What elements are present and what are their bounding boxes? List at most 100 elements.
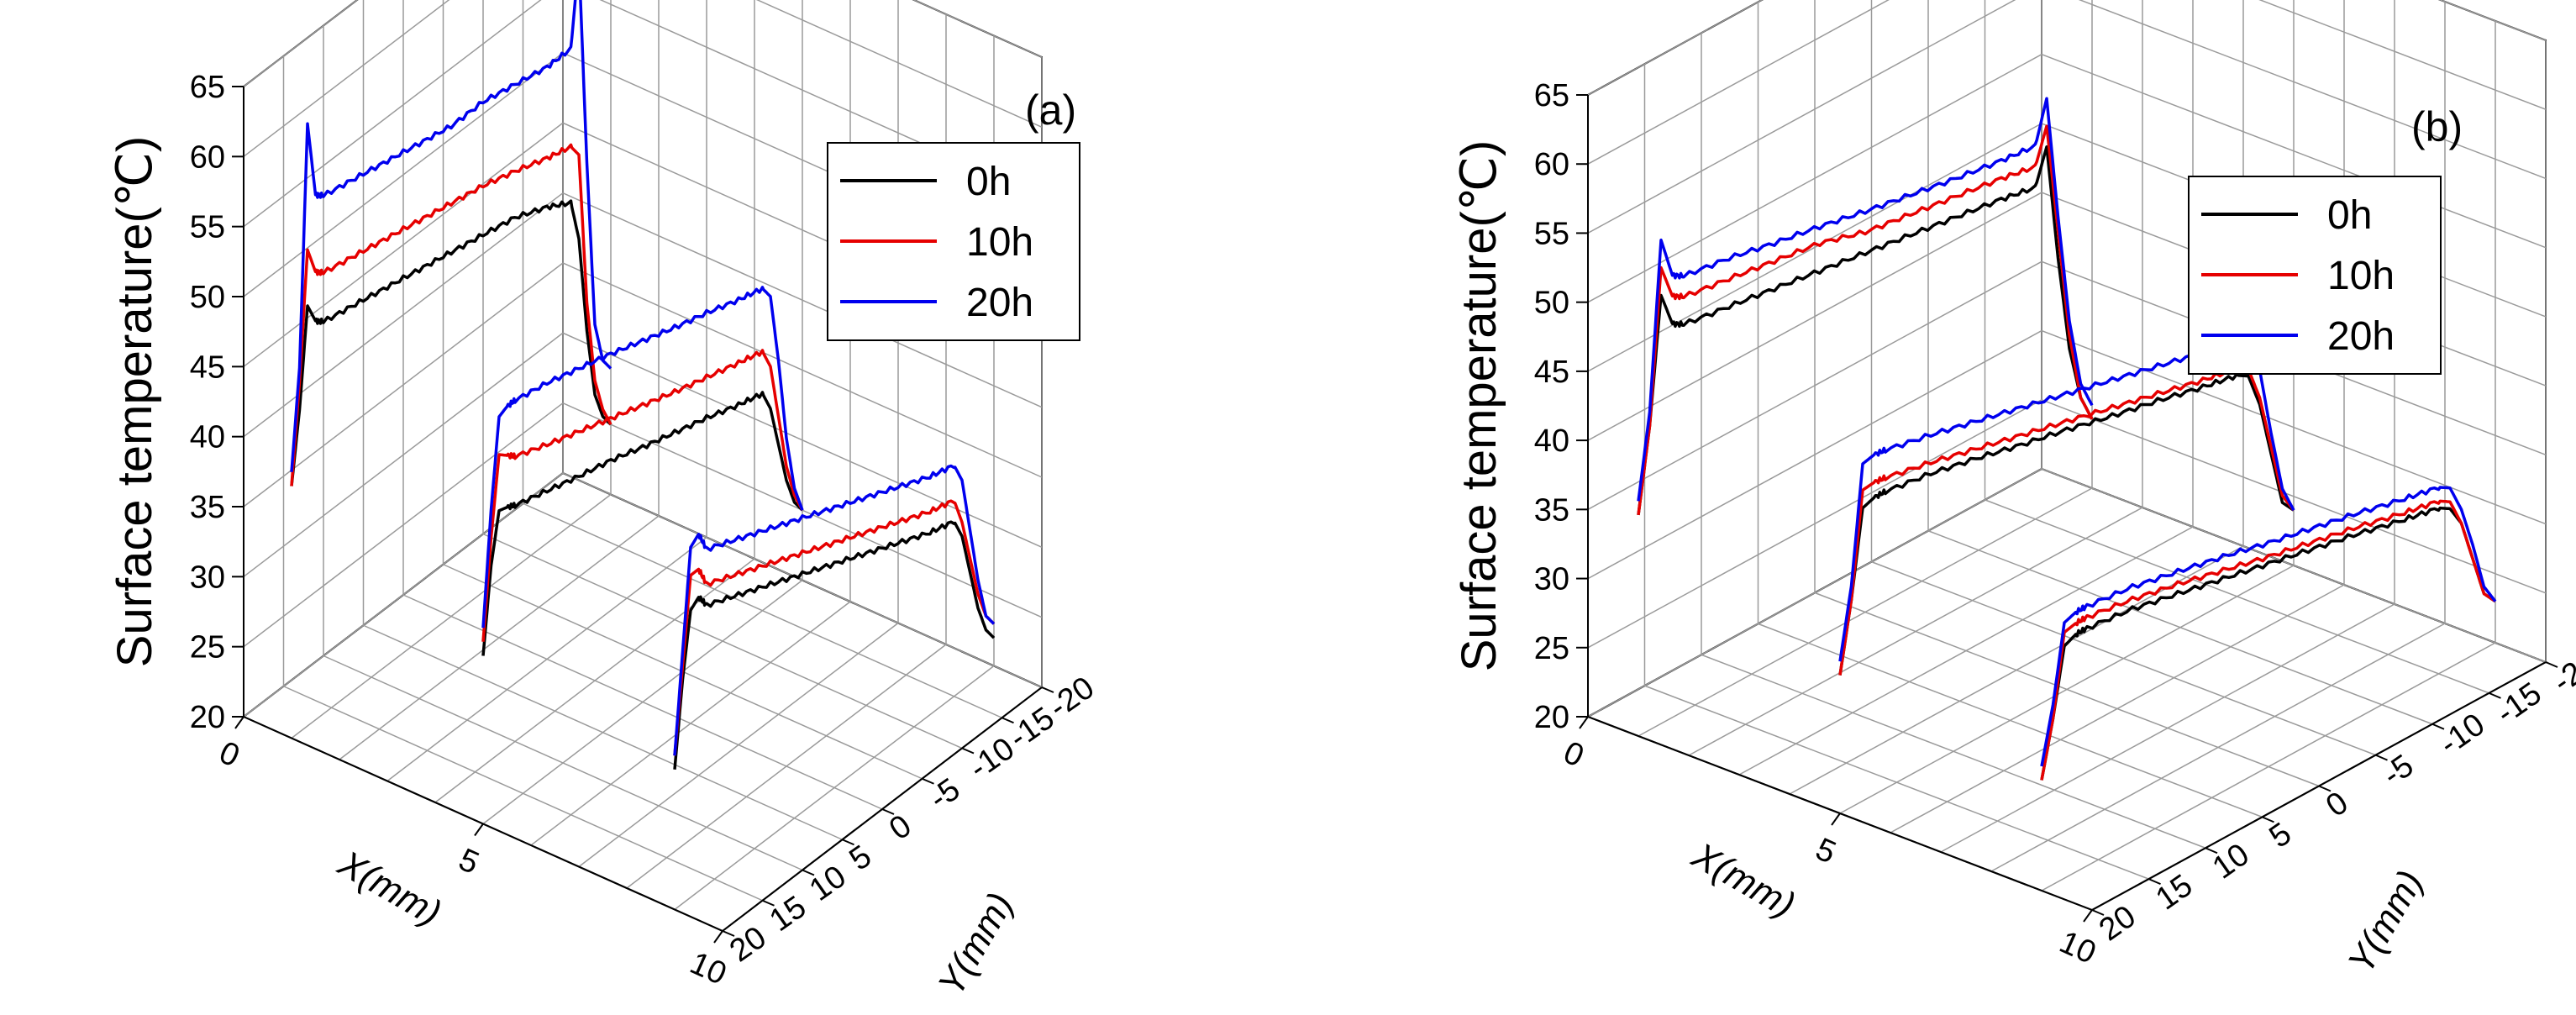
x-tick-mark [713,930,723,944]
z-gridline [1587,468,2547,718]
series-line-10h-x5 [481,349,804,642]
z-tick-label: 30 [190,560,225,595]
panel-label: (b) [2411,103,2463,150]
y-tick-label: -15 [2490,676,2548,731]
series-line-0h-x9 [673,520,996,770]
y-tick-label: 0 [2320,785,2354,824]
y-tick-mark [722,930,735,937]
z-axis-title: Surface temperature(℃) [1452,140,1506,671]
series-line-0h-x1 [290,199,612,486]
z-tick-label: 50 [190,280,225,315]
y-tick-label: 5 [844,839,878,878]
legend-label-0h: 0h [966,160,1011,204]
z-tick-label: 30 [1534,562,1569,597]
x-gridline-floor [1688,507,2143,756]
series-line-0h-x5 [481,391,804,656]
series-line-20h-x9 [673,464,996,756]
z-tick-label: 40 [1534,423,1569,459]
y-tick-label: 5 [2263,816,2298,855]
series-line-20h-x5 [1838,338,2295,662]
z-tick-label: 20 [190,700,225,735]
z-tick-label: 60 [1534,147,1569,182]
z-tick-label: 35 [190,490,225,525]
y-tick-mark [2375,754,2388,761]
x-tick-label: 10 [2054,924,2101,971]
legend-label-20h: 20h [966,281,1033,325]
series-line-10h-x9 [673,499,996,756]
x-gridline-floor [1587,468,2042,718]
z-axis-title: Surface temperature(℃) [108,136,162,667]
x-gridline-floor [2041,642,2496,891]
y-tick-label: 20 [723,920,773,970]
y-tick-mark [2431,723,2445,730]
x-gridline-floor [1839,565,2295,814]
z-tick-label: 40 [190,420,225,455]
x-tick-mark [2083,909,2093,923]
y-tick-mark [922,777,934,785]
z-tick-label: 55 [1534,216,1569,251]
z-tick-label: 20 [1534,700,1569,735]
x-gridline-floor [386,536,707,782]
x-gridline-floor [1890,584,2345,834]
y-tick-mark [2262,816,2274,823]
z-gridline [1587,0,2547,96]
x-gridline-floor [626,644,947,889]
x-tick-label: 0 [214,735,244,775]
y-tick-label: -5 [923,771,967,817]
series-line-0h-x9 [2040,506,2497,781]
series-line-10h-x9 [2040,499,2497,781]
z-tick-label: 65 [190,70,225,105]
y-tick-mark [2091,909,2105,916]
x-gridline-floor [482,579,803,825]
x-tick-label: 0 [1559,735,1589,775]
z-gridline [243,0,1043,228]
x-tick-label: 5 [454,842,484,881]
y-tick-label: -10 [2433,707,2491,762]
y-axis-title: Y(mm) [2340,864,2431,981]
y-tick-mark [2205,847,2218,855]
panel-b-chart: 202530354045505560650510-20-15-10-505101… [1452,0,2576,981]
x-tick-mark [1579,716,1589,729]
z-gridline [243,0,1043,157]
y-tick-mark [2545,661,2558,668]
legend-label-10h: 10h [966,220,1033,265]
x-gridline-floor [530,601,851,846]
x-gridline-floor [578,622,899,868]
y-tick-mark [881,808,895,815]
legend-label-0h: 0h [2327,193,2372,238]
y-tick-mark [802,869,815,876]
x-tick-mark [234,716,244,729]
y-tick-mark [1001,717,1014,724]
z-gridline [1587,0,2547,165]
data-series [290,0,996,770]
y-tick-label: 0 [883,808,917,848]
x-gridline-floor [1940,603,2395,853]
y-tick-mark [2318,785,2332,792]
series-line-10h-x1 [1637,124,2094,516]
legend-label-20h: 20h [2327,314,2395,359]
series-line-20h-x9 [2040,486,2497,767]
z-tick-label: 65 [1534,78,1569,113]
x-tick-mark [1831,813,1841,826]
z-tick-label: 45 [1534,355,1569,390]
legend: 0h 10h 20h [2188,176,2442,375]
series-line-0h-x1 [1637,145,2094,516]
x-gridline-floor [1638,487,2093,737]
x-gridline-floor [434,558,755,803]
z-tick-label: 60 [190,139,225,175]
y-axis-title: Y(mm) [930,886,1021,1002]
legend-label-10h: 10h [2327,254,2395,298]
axes-walls [242,0,1044,933]
y-tick-mark [961,747,975,755]
data-series [1637,97,2497,781]
series-line-20h-x1 [1637,97,2094,502]
z-gridline [243,0,1043,87]
y-tick-label: -20 [2547,644,2576,700]
y-tick-mark [842,839,854,846]
y-tick-mark [2148,878,2161,886]
z-gridline [1587,398,2547,649]
y-tick-label: 10 [803,859,853,908]
x-tick-label: 5 [1811,832,1841,871]
panel-label: (a) [1025,87,1076,134]
series-line-0h-x5 [1838,372,2295,676]
